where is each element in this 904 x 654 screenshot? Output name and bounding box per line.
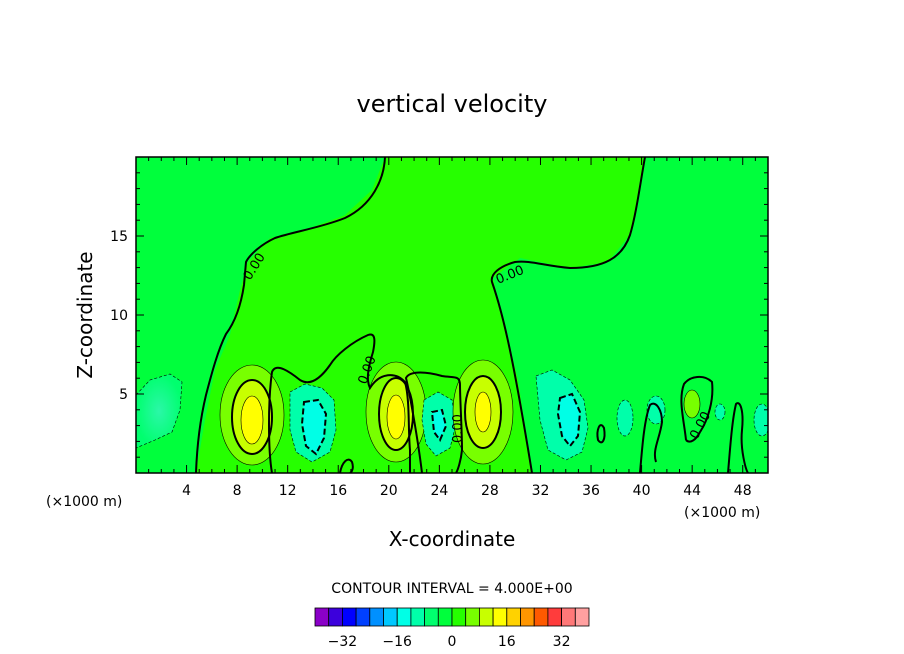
colorbar-swatch [492,607,508,627]
cell-east-3 [683,389,701,419]
x-tick-label: 20 [380,483,398,499]
colorbar-swatch [369,607,384,627]
colorbar-swatch [437,607,453,627]
updraft-3-core [474,391,492,433]
x-tick-label: 28 [481,483,499,499]
colorbar-swatch [478,607,494,627]
colorbar-label: −32 [328,634,358,650]
colorbar-swatch [465,607,480,627]
contour-interval-text: CONTOUR INTERVAL = 4.000E+00 [331,581,572,597]
x-tick-label: 40 [633,483,651,499]
y-axis-label: Z-coordinate [73,251,97,378]
colorbar-swatch [341,607,357,627]
colorbar-swatch [547,607,563,627]
colorbar: −32 −16 0 16 32 [314,607,590,650]
x-axis-label: X-coordinate [389,527,516,551]
zero-contours [195,157,749,473]
colorbar-label: −16 [382,634,412,650]
colorbar-swatch [520,607,535,627]
colorbar-swatch [574,607,590,627]
colorbar-label: 16 [498,634,516,650]
downdraft-left [136,373,183,449]
x-tick-label: 36 [582,483,600,499]
plot-area: 0.00 0.00 0.00 0.00 0.00 [136,157,768,473]
downdraft-3-core [430,408,448,442]
cell-east-1 [616,399,634,437]
colorbar-swatch [410,607,425,627]
y-axis: 5 10 15 [110,172,768,458]
x-tick-label: 12 [279,483,297,499]
x-tick-label: 44 [683,483,701,499]
x-tick-label: 8 [233,483,242,499]
colorbar-swatch [533,607,549,627]
colorbar-swatch [314,607,330,627]
downdraft-2-inner [300,398,328,456]
updraft-1-core [240,395,264,445]
colorbar-label: 0 [448,634,457,650]
cell-east-5 [753,403,768,437]
colorbar-swatch [561,607,576,627]
x-axis: 4 8 12 16 20 24 28 32 36 40 44 48 [148,157,756,499]
y-tick-label: 10 [110,308,128,324]
updraft-2-core [386,394,406,440]
chart-title: vertical velocity [357,90,548,118]
cell-east-4 [714,403,726,421]
colorbar-swatch [506,607,521,627]
colorbar-label: 32 [553,634,571,650]
x-tick-label: 4 [182,483,191,499]
colorbar-swatch [328,607,343,627]
y-tick-label: 5 [119,387,128,403]
colorbar-swatch [396,607,412,627]
x-unit-right: (×1000 m) [684,505,760,521]
colorbar-swatch [424,607,439,627]
colorbar-swatch [355,607,371,627]
x-tick-label: 16 [329,483,347,499]
zero-label: 0.00 [451,414,466,443]
y-tick-label: 15 [110,229,128,245]
colorbar-swatch [451,607,467,627]
x-tick-label: 48 [734,483,752,499]
x-tick-label: 32 [532,483,550,499]
downdraft-4-inner [556,392,582,448]
x-unit-left: (×1000 m) [46,494,122,510]
colorbar-swatch [383,607,398,627]
x-tick-label: 24 [430,483,448,499]
